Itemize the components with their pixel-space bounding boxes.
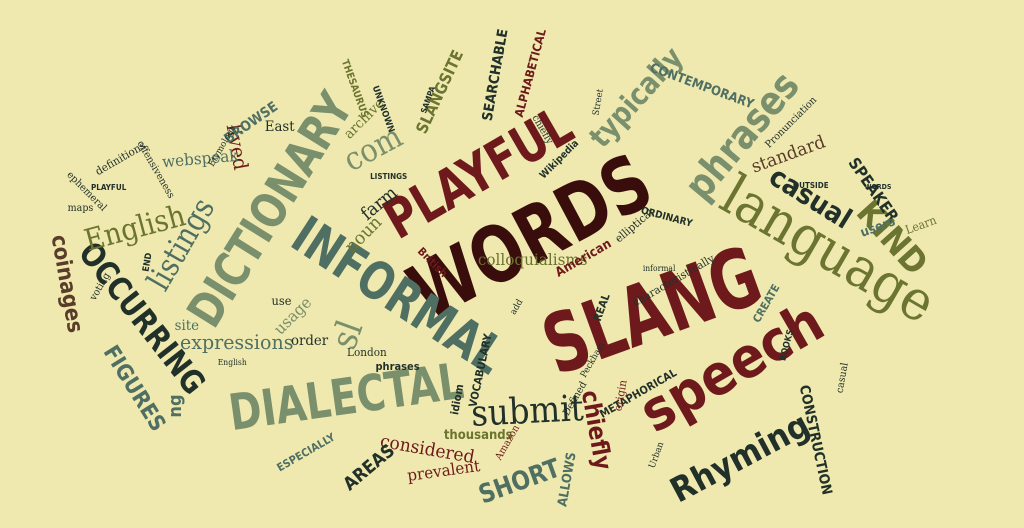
word-ng: ng [164,394,186,418]
word-order: order [290,333,328,349]
word-playful-small: PLAYFUL [90,183,126,192]
word-english-small: English [217,358,247,367]
word-informal-small: informal [642,264,676,273]
word-short: SHORT [474,453,564,511]
word-outside: OUTSIDE [792,181,829,190]
word-urban: Urban [647,440,666,470]
word-dialectal: DIALECTAL [225,351,467,443]
word-chiefly-large: chiefly [575,388,617,472]
word-searchable: SEARCHABLE [479,27,512,123]
word-allows: ALLOWS [554,450,580,508]
word-site: site [174,318,199,334]
word-thousands: thousands [443,427,513,443]
word-learn: Learn [903,212,939,238]
word-areas: AREAS [338,440,399,496]
word-use: use [271,294,291,308]
word-expressions: expressions [179,330,293,354]
word-casual-small: casual [834,361,851,394]
word-colloquialisms: colloquialisms [477,250,588,269]
word-phrases-small: phrases [374,359,420,373]
word-webspeak: webspeak [160,145,239,172]
word-words-small: WORDS [864,182,892,191]
word-especially: ESPECIALLY [274,430,338,474]
word-add: add [508,297,525,317]
word-listings-small: LISTINGS [369,172,407,181]
word-london: London [347,345,387,359]
word-maps: maps [67,203,93,214]
word-slangsite: SLANGSITE [411,47,468,137]
word-coinages: coinages [45,233,88,335]
word-prevalent: prevalent [405,455,481,486]
word-east: East [264,119,295,135]
